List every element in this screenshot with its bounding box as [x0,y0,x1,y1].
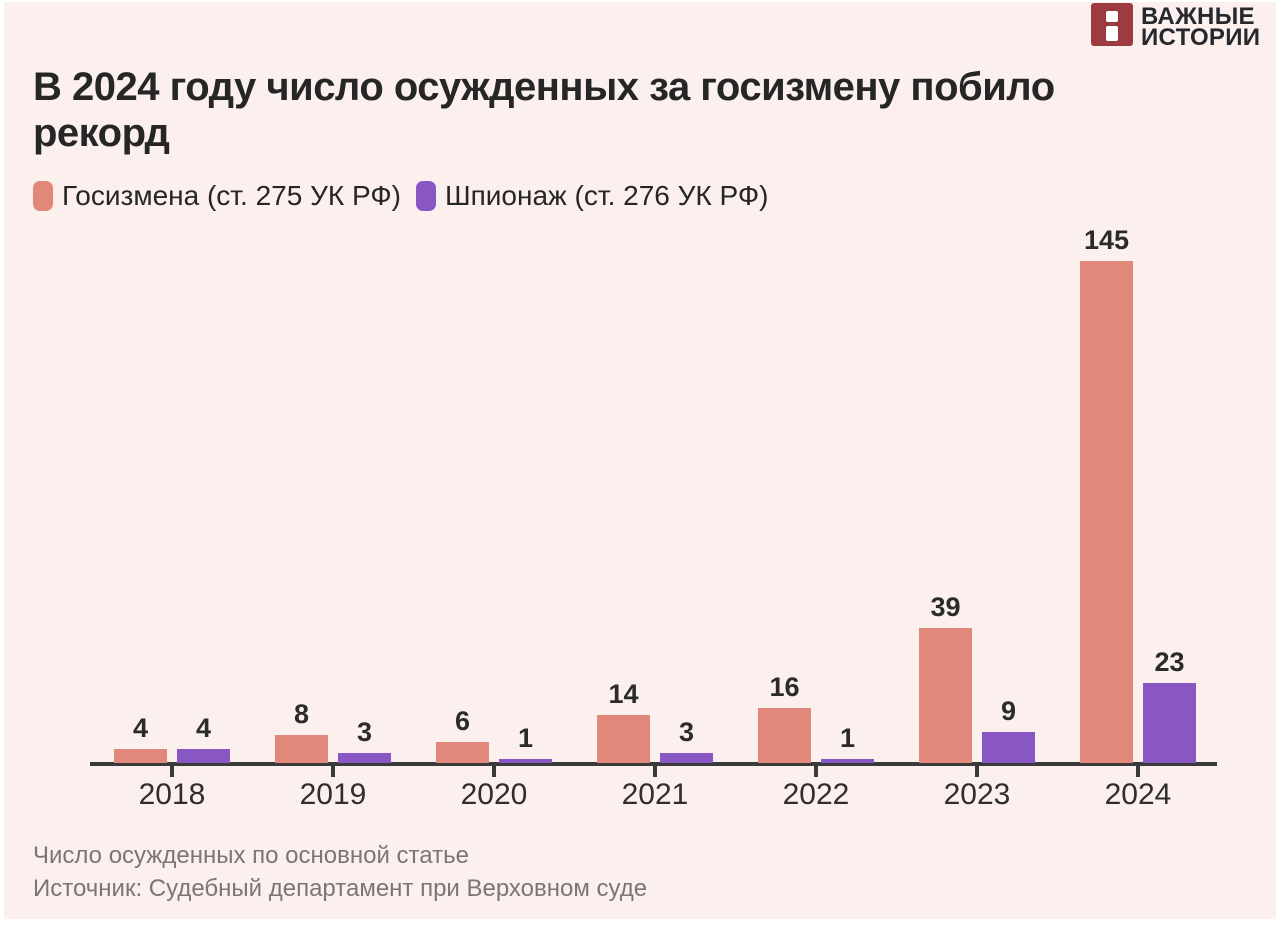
bar-treason-2024 [1080,261,1133,763]
chart-notes: Число осужденных по основной статье Исто… [33,839,647,905]
value-label-espionage-2018: 4 [195,713,212,743]
axis-tick-2020 [492,766,496,777]
istories-i-icon [1091,3,1133,46]
axis-tick-2019 [331,766,335,777]
bar-espionage-2024 [1143,683,1196,763]
value-label-treason-2021: 14 [608,679,639,709]
legend-label-espionage: Шпионаж (ст. 276 УК РФ) [444,180,769,211]
legend: Госизмена (ст. 275 УК РФ) Шпионаж (ст. 2… [33,180,768,212]
bar-espionage-2020 [499,759,552,763]
i-stem [1106,26,1118,41]
axis-tick-2023 [975,766,979,777]
bar-treason-2018 [114,749,167,763]
bar-espionage-2021 [660,753,713,763]
bar-espionage-2022 [821,759,874,763]
logo-wordmark: ВАЖНЫЕ ИСТОРИИ [1141,3,1261,51]
value-label-treason-2018: 4 [132,713,149,743]
bar-espionage-2019 [338,753,391,763]
logo-word-line1: ВАЖНЫЕ [1141,3,1255,30]
value-label-espionage-2021: 3 [678,717,695,747]
axis-tick-2021 [653,766,657,777]
bar-treason-2021 [597,715,650,763]
year-label-2020: 2020 [460,778,528,811]
value-label-treason-2023: 39 [930,592,961,622]
axis-tick-2024 [1136,766,1140,777]
bar-espionage-2018 [177,749,230,763]
value-label-treason-2019: 8 [293,699,310,729]
logo-word-line2: ИСТОРИИ [1141,24,1261,51]
x-axis-line [90,762,1217,766]
year-label-2019: 2019 [299,778,367,811]
note-line: Число осужденных по основной статье [33,842,469,869]
legend-item-espionage: Шпионаж (ст. 276 УК РФ) [415,180,769,212]
value-label-espionage-2024: 23 [1154,647,1185,677]
treason-swatch-icon [33,181,53,211]
value-label-espionage-2023: 9 [1000,696,1017,726]
istories-logo: ВАЖНЫЕ ИСТОРИИ [1091,3,1261,51]
value-label-treason-2022: 16 [769,672,800,702]
bar-treason-2022 [758,708,811,763]
legend-label-treason: Госизмена (ст. 275 УК РФ) [62,180,401,211]
bar-espionage-2023 [982,732,1035,763]
value-label-espionage-2019: 3 [356,717,373,747]
bar-treason-2020 [436,742,489,763]
espionage-swatch-icon [415,181,436,211]
i-dot [1106,11,1118,22]
value-label-treason-2020: 6 [454,706,471,736]
bar-treason-2019 [275,735,328,763]
value-label-treason-2024: 145 [1083,225,1130,255]
title-line1: В 2024 году число осужденных за госизмен… [33,65,1055,109]
year-label-2024: 2024 [1104,778,1172,811]
value-label-espionage-2022: 1 [839,723,856,753]
infographic-canvas: ВАЖНЫЕ ИСТОРИИ В 2024 году число осужден… [4,2,1276,919]
title-line2: рекорд [33,111,170,155]
year-label-2022: 2022 [782,778,850,811]
chart-title: В 2024 году число осужденных за госизмен… [33,64,1213,156]
year-label-2023: 2023 [943,778,1011,811]
bar-chart: 4 4 2018 8 3 2019 6 1 2020 14 3 2021 16 1 2022 39 9 2023 1… [4,2,1276,919]
value-label-espionage-2020: 1 [517,723,534,753]
year-label-2021: 2021 [621,778,689,811]
year-label-2018: 2018 [138,778,206,811]
bar-treason-2023 [919,628,972,763]
source-line: Источник: Судебный департамент при Верхо… [33,875,648,902]
legend-item-treason: Госизмена (ст. 275 УК РФ) [33,180,401,212]
axis-tick-2018 [170,766,174,777]
axis-tick-2022 [814,766,818,777]
